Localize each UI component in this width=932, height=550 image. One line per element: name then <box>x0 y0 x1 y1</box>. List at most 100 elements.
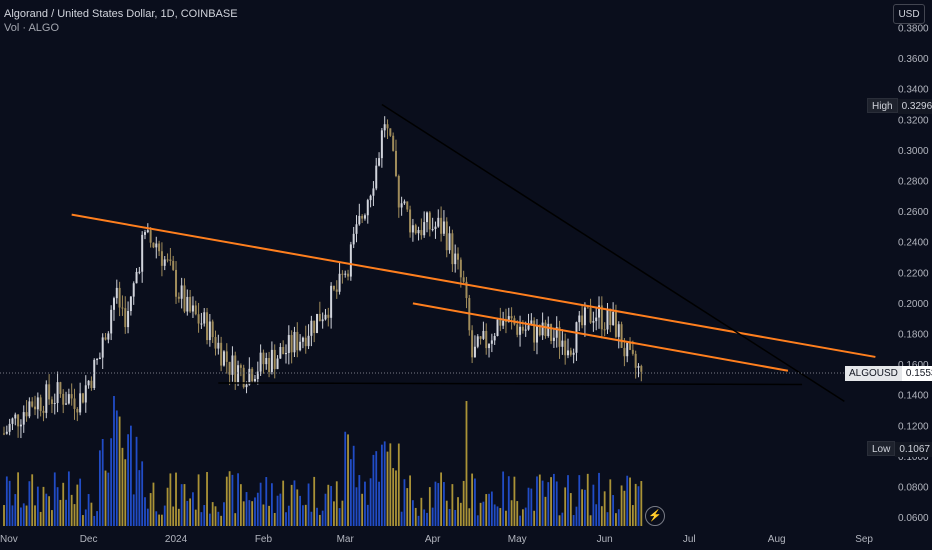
candle-body <box>533 320 536 343</box>
volume-bar <box>595 504 598 526</box>
volume-bar <box>496 506 499 526</box>
candle-body <box>152 242 155 248</box>
volume-bar <box>541 480 544 526</box>
low-price-tag: Low 0.1067 <box>867 441 932 457</box>
x-tick-label: May <box>508 534 527 545</box>
candle-body <box>609 308 612 326</box>
volume-bar <box>180 484 183 526</box>
candle-body <box>256 371 259 380</box>
black-trendline[interactable] <box>218 382 803 386</box>
volume-bar <box>14 494 17 526</box>
volume-bar <box>584 489 586 526</box>
symbol-title[interactable]: Algorand / United States Dollar, 1D, COI… <box>4 8 238 20</box>
candle-body <box>239 365 242 368</box>
candle-body <box>282 347 285 355</box>
y-tick-label: 0.2800 <box>898 177 929 188</box>
volume-bar <box>225 476 228 526</box>
candle-body <box>620 324 623 348</box>
volume-bar <box>206 472 208 526</box>
volume-bar <box>237 473 239 526</box>
x-tick-label: Jul <box>683 534 696 545</box>
volume-bar <box>338 508 341 526</box>
volume-bar <box>389 443 392 526</box>
volume-bar <box>553 473 555 526</box>
volume-bar <box>375 451 378 526</box>
currency-button[interactable]: USD <box>893 4 925 24</box>
candle-body <box>473 346 476 358</box>
volume-bar <box>533 510 536 526</box>
candle-body <box>228 361 231 375</box>
volume-bar <box>567 475 569 526</box>
volume-bar <box>403 479 406 526</box>
candle-body <box>603 329 606 331</box>
volume-bar <box>366 504 369 526</box>
candle-body <box>465 281 468 299</box>
volume-bar <box>327 484 330 526</box>
volume-bar <box>347 434 349 526</box>
price-axis: 0.3800 0.3600 0.3400 0.3200 0.3000 0.2800 0.26… <box>898 24 929 525</box>
volume-bar <box>304 504 307 526</box>
candle-body <box>304 337 307 347</box>
volume-bar <box>544 496 547 526</box>
candle-body <box>5 431 8 434</box>
y-tick-label: 0.2000 <box>898 299 929 310</box>
candle-body <box>59 382 62 394</box>
volume-bar <box>107 472 110 526</box>
candle-body <box>496 319 499 337</box>
candle-body <box>451 233 454 265</box>
candle-body <box>160 251 163 266</box>
candle-body <box>583 307 586 326</box>
candle-body <box>177 296 180 299</box>
volume-bar <box>79 478 82 526</box>
candle-body <box>98 357 101 360</box>
orange-trendline[interactable] <box>71 213 876 358</box>
volume-bar <box>488 493 490 526</box>
volume-indicator-label[interactable]: Vol · ALGO <box>4 22 60 34</box>
black-trendline[interactable] <box>381 103 845 402</box>
volume-bar <box>152 482 155 526</box>
volume-bar <box>609 479 612 526</box>
volume-bar <box>282 480 285 526</box>
candle-body <box>245 384 248 388</box>
x-tick-label: Mar <box>337 534 355 545</box>
x-tick-label: Jun <box>597 534 613 545</box>
candle-body <box>146 230 149 233</box>
candle-body <box>242 367 245 388</box>
candle-body <box>558 327 561 347</box>
candle-body <box>268 358 271 373</box>
orange-trendline[interactable] <box>412 302 789 372</box>
volume-bar <box>349 459 352 526</box>
volume-bar <box>395 470 397 526</box>
volume-bar <box>471 473 474 526</box>
candle-body <box>11 418 14 424</box>
volume-bar <box>378 481 380 526</box>
volume-bar <box>271 483 273 526</box>
volume-bar <box>265 477 268 526</box>
volume-bar <box>34 505 36 526</box>
volume-bar <box>550 477 552 526</box>
candle-body <box>262 352 265 365</box>
candle-body <box>248 368 251 385</box>
volume-bar <box>606 512 609 526</box>
volume-bar <box>17 472 19 526</box>
lightning-bolt-icon[interactable]: ⚡ <box>645 506 665 526</box>
candle-body <box>189 296 192 312</box>
candle-body <box>330 285 333 318</box>
candle-body <box>411 225 414 233</box>
volume-bar <box>251 501 254 526</box>
volume-bar <box>138 470 141 526</box>
candle-body <box>471 330 474 358</box>
candle-body <box>516 324 519 335</box>
candle-body <box>127 311 130 328</box>
volume-bar <box>242 501 245 526</box>
volume-bar <box>555 481 558 526</box>
volume-bar <box>423 509 426 526</box>
candle-body <box>476 336 479 347</box>
candle-body <box>552 337 555 341</box>
candle-body <box>104 337 107 340</box>
volume-bar <box>163 505 166 526</box>
price-candles <box>3 116 643 439</box>
volume-bar <box>203 505 206 526</box>
candle-body <box>129 296 132 312</box>
